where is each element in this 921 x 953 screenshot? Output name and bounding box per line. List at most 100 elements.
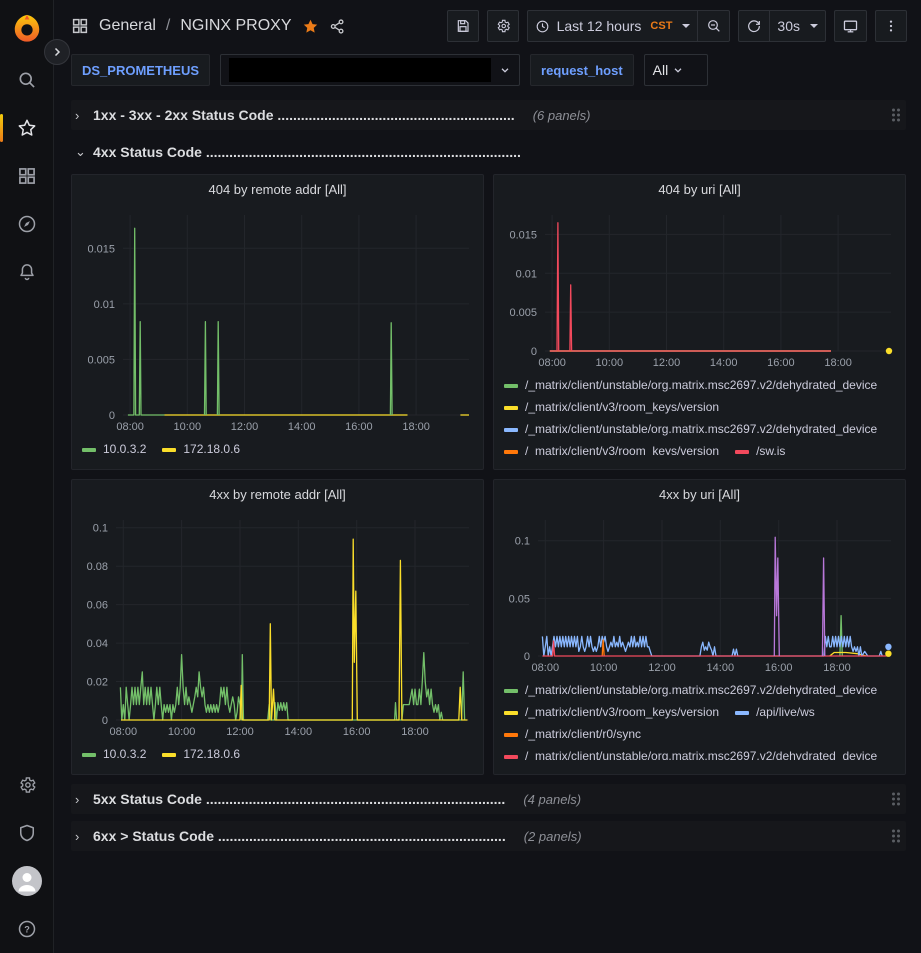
sidebar-item-help[interactable]: ?	[0, 905, 53, 953]
legend-item[interactable]: /_matrix/client/v3/room_keys/version	[504, 702, 719, 723]
search-icon	[19, 72, 35, 88]
legend-item[interactable]: /_matrix/client/unstable/org.matrix.msc2…	[504, 419, 877, 440]
svg-text:0.005: 0.005	[509, 307, 537, 319]
star-icon	[18, 119, 35, 136]
breadcrumb-separator: /	[165, 17, 171, 34]
row-drag-handle[interactable]	[892, 108, 900, 122]
sidebar-item-dashboards[interactable]	[0, 152, 53, 200]
legend-item[interactable]: /_matrix/client/unstable/org.matrix.msc2…	[504, 375, 877, 396]
svg-text:0.01: 0.01	[94, 299, 115, 311]
row-drag-handle[interactable]	[892, 829, 900, 843]
svg-text:0.1: 0.1	[515, 536, 530, 548]
gear-icon	[19, 777, 36, 793]
monitor-icon	[843, 20, 858, 32]
time-series-chart[interactable]: 08:00 10:00 12:00 14:00 16:00 18:00 0 0.005 0.01…	[76, 203, 479, 437]
dashboard-body: › 1xx - 3xx - 2xx Status Code ..........…	[55, 94, 921, 851]
chevron-right-icon: ›	[75, 107, 80, 123]
time-picker-group: Last 12 hours CST	[526, 10, 731, 42]
panel-grid: 404 by remote addr [All] 08:00 10:00 12:00…	[71, 174, 906, 775]
chevron-down-icon: ⌄	[75, 144, 86, 159]
legend-swatch	[504, 405, 518, 410]
row-header-6xx[interactable]: › 6xx > Status Code ....................…	[71, 821, 906, 851]
svg-text:0.015: 0.015	[509, 229, 537, 241]
legend-item[interactable]: /api/live/ws	[735, 702, 815, 723]
svg-text:0.015: 0.015	[87, 243, 115, 255]
svg-text:0.05: 0.05	[509, 593, 530, 605]
time-range-picker[interactable]: Last 12 hours CST	[526, 10, 699, 42]
legend-item[interactable]: /_matrix/client/v3/room_keys/version	[504, 397, 719, 418]
row-header-1xx-3xx-2xx[interactable]: › 1xx - 3xx - 2xx Status Code ..........…	[71, 100, 906, 130]
kebab-menu-button[interactable]	[875, 10, 907, 42]
refresh-button[interactable]	[738, 10, 771, 42]
svg-text:10:00: 10:00	[596, 357, 624, 369]
svg-text:0: 0	[109, 410, 115, 422]
time-series-chart[interactable]: 08:00 10:00 12:00 14:00 16:00 18:00 0 0.005 0.01…	[498, 203, 901, 373]
save-dashboard-button[interactable]	[446, 10, 479, 42]
panel-title[interactable]: 4xx by uri [All]	[659, 486, 740, 502]
time-series-chart[interactable]: 08:00 10:00 12:00 14:00 16:00 18:00 0 0.02 0.04 0…	[76, 508, 479, 742]
sidebar-expand-button[interactable]	[44, 39, 70, 65]
breadcrumb-dashboard-title[interactable]: NGINX PROXY	[180, 17, 292, 34]
row-header-4xx[interactable]: ⌄ 4xx Status Code ......................…	[71, 137, 906, 167]
sidebar-item-server-admin[interactable]	[0, 809, 53, 857]
svg-text:0.01: 0.01	[516, 268, 537, 280]
legend-item[interactable]: /_matrix/client/v3/room_keys/version	[504, 441, 719, 455]
variable-select-ds-prometheus[interactable]	[220, 54, 521, 86]
shield-icon	[19, 824, 34, 842]
svg-text:12:00: 12:00	[226, 726, 254, 738]
chevron-down-icon	[501, 68, 509, 73]
svg-text:08:00: 08:00	[532, 662, 560, 674]
legend-item[interactable]: 172.18.0.6	[162, 744, 240, 765]
panel-404-by-remote-addr: 404 by remote addr [All] 08:00 10:00 12:00…	[71, 174, 484, 470]
legend-swatch	[504, 710, 518, 715]
svg-text:?: ?	[24, 924, 30, 934]
panel-title[interactable]: 4xx by remote addr [All]	[209, 486, 346, 502]
legend-item[interactable]: /_matrix/client/unstable/org.matrix.msc2…	[504, 680, 877, 701]
favorite-star-icon[interactable]	[302, 18, 319, 35]
sidebar-item-search[interactable]	[0, 56, 53, 104]
legend-item[interactable]: 10.0.3.2	[82, 744, 146, 765]
time-series-chart[interactable]: 08:00 10:00 12:00 14:00 16:00 18:00 0 0.05 0.1	[498, 508, 901, 678]
save-icon	[457, 20, 469, 32]
cycle-view-mode-button[interactable]	[834, 10, 867, 42]
variable-label-request-host[interactable]: request_host	[530, 54, 634, 86]
legend-item[interactable]: 172.18.0.6	[162, 439, 240, 460]
svg-text:0.005: 0.005	[87, 354, 115, 366]
variable-select-request-host[interactable]: All	[643, 54, 708, 86]
svg-text:08:00: 08:00	[110, 726, 138, 738]
variable-label-ds-prometheus[interactable]: DS_PROMETHEUS	[71, 54, 211, 86]
sidebar-item-explore[interactable]	[0, 200, 53, 248]
panel-title[interactable]: 404 by remote addr [All]	[208, 181, 347, 197]
grafana-logo[interactable]	[0, 0, 53, 56]
legend-item[interactable]: /_matrix/client/unstable/org.matrix.msc2…	[504, 746, 877, 760]
sidebar-item-alerting[interactable]	[0, 248, 53, 296]
legend-swatch	[735, 449, 750, 454]
sidebar-item-profile[interactable]	[0, 857, 53, 905]
svg-text:08:00: 08:00	[538, 357, 566, 369]
timezone-label: CST	[650, 20, 673, 32]
legend-item[interactable]: /_matrix/client/r0/sync	[504, 724, 641, 745]
panel-404-by-uri: 404 by uri [All] 08:00 10:00 12:00 14:00 16:…	[493, 174, 906, 470]
row-title: 1xx - 3xx - 2xx Status Code ............…	[93, 107, 515, 123]
row-drag-handle[interactable]	[892, 792, 900, 806]
toolbar: Last 12 hours CST 30s	[446, 10, 907, 42]
svg-text:16:00: 16:00	[345, 421, 373, 433]
svg-text:0.02: 0.02	[87, 677, 108, 689]
svg-text:12:00: 12:00	[231, 421, 259, 433]
zoom-out-button[interactable]	[698, 10, 731, 42]
sidebar-item-starred[interactable]	[0, 104, 53, 152]
breadcrumb-section[interactable]: General	[99, 17, 156, 34]
row-title: 4xx Status Code ........................…	[93, 144, 521, 160]
dashboard-settings-button[interactable]	[486, 10, 519, 42]
panel-legend: /_matrix/client/unstable/org.matrix.msc2…	[494, 373, 905, 455]
svg-text:10:00: 10:00	[590, 662, 618, 674]
refresh-interval-picker[interactable]: 30s	[770, 10, 826, 42]
legend-item[interactable]: /sw.js	[735, 441, 785, 455]
share-icon[interactable]	[329, 18, 346, 35]
legend-item[interactable]: 10.0.3.2	[82, 439, 146, 460]
svg-text:18:00: 18:00	[401, 726, 429, 738]
sidebar-item-configuration[interactable]	[0, 761, 53, 809]
row-header-5xx[interactable]: › 5xx Status Code ......................…	[71, 784, 906, 814]
panel-title[interactable]: 404 by uri [All]	[658, 181, 741, 197]
time-range-label: Last 12 hours	[556, 18, 642, 34]
